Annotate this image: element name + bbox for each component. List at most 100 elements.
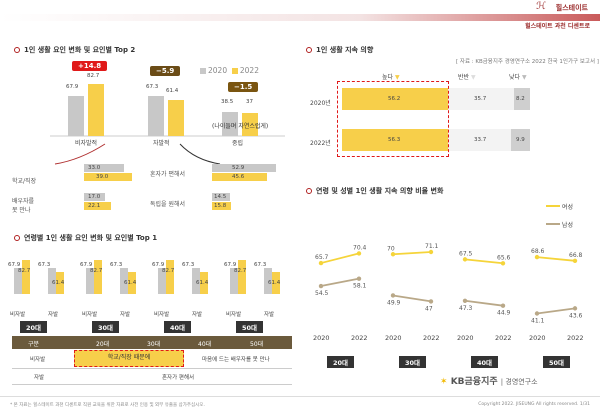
val: 67.9 (8, 262, 21, 268)
bullet-icon (14, 235, 20, 241)
group-label-neu: 중립 (232, 140, 244, 147)
legend-2020-swatch (200, 68, 206, 74)
top2-left-v2020-2: 17.0 (88, 194, 101, 200)
female-line-2 (464, 258, 504, 265)
th: 30대 (147, 341, 161, 348)
bar-40-inv-2020 (158, 268, 166, 294)
vol-2020-value: 67.3 (146, 84, 159, 90)
female-label: 68.6 (531, 248, 545, 255)
male-label: 47 (425, 305, 433, 312)
bar-40-inv-2022 (166, 260, 174, 294)
female-point (390, 252, 396, 257)
neu-2022-value: 37 (246, 99, 253, 105)
male-label: 43.6 (569, 312, 583, 319)
male-label: 58.1 (353, 283, 367, 290)
female-point (428, 249, 434, 255)
legend-male: 남성 (546, 220, 573, 229)
bar-20-vol-2022 (56, 272, 64, 294)
kb-star-icon: ✶ (440, 377, 448, 387)
top2-left: 학교/직장 33.0 39.0 배우자를 못 만나 17.0 22.1 (12, 164, 142, 225)
age-bar-groups: 67.9 82.7 67.3 61.4 비자발 자발 20대 67.9 82.7… (8, 250, 294, 333)
footer-logo: ✶ KB금융지주 | 경영연구소 (440, 377, 538, 387)
val: 61.4 (268, 280, 281, 286)
header-ribbon (0, 14, 600, 21)
val: 61.4 (52, 280, 65, 286)
male-line-0 (320, 277, 360, 287)
female-line-3 (536, 256, 576, 262)
vol-2022-value: 61.4 (166, 88, 179, 94)
val: 61.4 (124, 280, 137, 286)
cell: 혼자가 편해서 (162, 375, 195, 381)
bar-label: 비자발 (10, 312, 26, 318)
bar-label: 비자발 (154, 312, 170, 318)
val: 67.3 (182, 262, 195, 268)
pointer-arrows (54, 143, 221, 165)
male-line-3 (536, 307, 576, 315)
val: 67.9 (224, 262, 237, 268)
val: 9.9 (516, 137, 525, 143)
male-label: 41.1 (531, 317, 545, 324)
top2-left-v2022-1: 39.0 (96, 174, 109, 180)
legend-low: 낮다 ▼ (509, 74, 527, 81)
bar-20-inv-2022 (22, 260, 30, 294)
female-label: 70 (387, 245, 395, 252)
top2-left-v2020-1: 33.0 (88, 165, 101, 171)
year-tick: 2020 (313, 334, 330, 342)
bar-30-vol-2020 (120, 268, 128, 294)
row-year-2022: 2022년 (310, 140, 331, 147)
bullet-icon (306, 188, 312, 194)
female-point (462, 257, 468, 262)
female-line-icon (546, 205, 560, 207)
male-label: 47.3 (459, 305, 473, 312)
age-tag-50: 50대 (236, 321, 264, 333)
inv-change-badge: +14.8 (72, 61, 108, 71)
male-point (428, 299, 434, 304)
legend-2022: 2022 (239, 66, 259, 75)
val: 82.7 (234, 268, 247, 274)
legend-2022-swatch (231, 68, 238, 74)
legend-mid: 반반 ▼ (458, 74, 476, 81)
age-tag-20: 20대 (20, 321, 48, 333)
section3-title: 1인 생활 지속 의향 (306, 45, 373, 55)
top2-right-v2022-1: 45.6 (232, 174, 245, 180)
val: 33.7 (474, 137, 487, 143)
inv-2022-value: 82.7 (87, 73, 100, 79)
val: 35.7 (474, 96, 487, 102)
trend-age-tag: 50대 (543, 356, 571, 368)
male-label: 54.5 (315, 290, 329, 297)
age-tag-30: 30대 (92, 321, 120, 333)
bar-20-vol-2020 (48, 268, 56, 294)
val: 67.3 (38, 262, 51, 268)
val: 82.7 (18, 268, 31, 274)
legend: 2020 2022 (200, 66, 259, 75)
th: 20대 (96, 341, 110, 348)
bar-neu-2022 (242, 113, 258, 136)
cell: 마음에 드는 배우자를 못 만나 (202, 357, 270, 363)
male-point (318, 283, 324, 289)
val: 8.2 (516, 96, 525, 102)
bar-50-inv-2022 (238, 260, 246, 294)
bar-2022-high (342, 129, 448, 151)
row-label: 자발 (34, 375, 45, 381)
legend-2020: 2020 (208, 66, 228, 75)
highlight-high (337, 81, 449, 157)
year-tick: 2020 (457, 334, 474, 342)
male-point (572, 306, 578, 311)
top2-left-bar-2022-2 (84, 202, 111, 210)
val: 82.7 (90, 268, 103, 274)
bar-40-vol-2020 (192, 268, 200, 294)
male-point (462, 298, 468, 303)
legend-high: 높다 ▼ (382, 74, 400, 81)
female-label: 70.4 (353, 244, 367, 251)
year-tick: 2022 (423, 334, 440, 342)
age-group-50: 67.9 82.7 67.3 61.4 비자발 자발 50대 (224, 250, 294, 333)
bar-2020-low (514, 88, 530, 110)
bar-label: 비자발 (82, 312, 98, 318)
th: 40대 (198, 341, 212, 348)
top2-right-bar-2022-1 (212, 173, 267, 181)
male-point (356, 276, 362, 281)
th: 50대 (250, 341, 264, 348)
age-group-40: 67.9 82.7 67.3 61.4 비자발 자발 40대 (152, 250, 222, 333)
bar-2020-high (342, 88, 448, 110)
bar-30-inv-2022 (94, 260, 102, 294)
